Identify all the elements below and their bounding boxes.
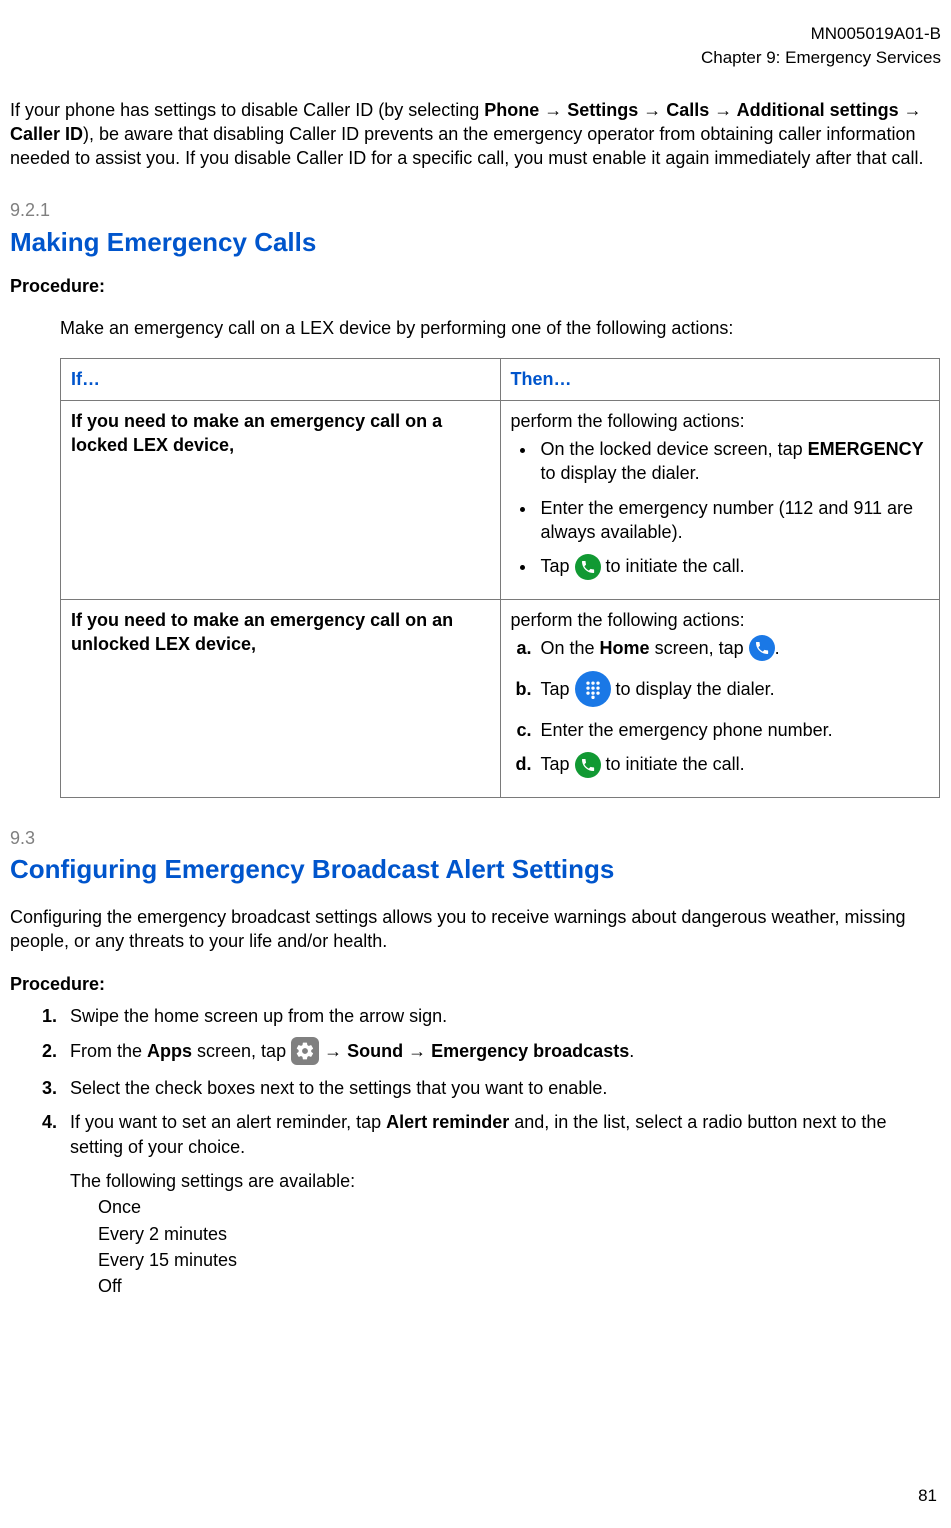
row1-b3-post: to initiate the call.: [606, 556, 745, 576]
row1-bullet3: Tap to initiate the call.: [537, 554, 930, 580]
row2-step-c: Enter the emergency phone number.: [537, 718, 930, 742]
section-title-93: Configuring Emergency Broadcast Alert Se…: [10, 852, 941, 887]
procedure-steps-93: Swipe the home screen up from the arrow …: [40, 1004, 941, 1299]
step-3: Select the check boxes next to the setti…: [62, 1076, 941, 1100]
row2-step-a: On the Home screen, tap .: [537, 636, 930, 662]
dialpad-icon: [575, 671, 611, 707]
page-header: MN005019A01-B Chapter 9: Emergency Servi…: [10, 10, 941, 70]
s2-post: .: [629, 1041, 634, 1061]
option-off: Off: [98, 1274, 941, 1298]
row1-b3-pre: Tap: [541, 556, 575, 576]
row2-then: perform the following actions: On the Ho…: [500, 599, 940, 797]
chapter-label: Chapter 9: Emergency Services: [10, 46, 941, 70]
s2-bold1: Apps: [147, 1041, 192, 1061]
table-header-if: If…: [61, 359, 501, 400]
procedure-label-921: Procedure:: [10, 274, 941, 298]
step-4: If you want to set an alert reminder, ta…: [62, 1110, 941, 1298]
s2-mid: screen, tap: [192, 1041, 291, 1061]
section-number-93: 9.3: [10, 826, 941, 850]
intro-pre: If your phone has settings to disable Ca…: [10, 100, 484, 120]
intro-post: ), be aware that disabling Caller ID pre…: [10, 124, 923, 168]
row2-a-pre: On the: [541, 638, 600, 658]
table-row: If you need to make an emergency call on…: [61, 599, 940, 797]
row2-d-pre: Tap: [541, 754, 575, 774]
row2-then-intro: perform the following actions:: [511, 608, 930, 632]
procedure-intro-921: Make an emergency call on a LEX device b…: [60, 316, 941, 340]
row2-a-post: .: [775, 638, 780, 658]
s4-pre: If you want to set an alert reminder, ta…: [70, 1112, 386, 1132]
row2-a-bold: Home: [600, 638, 650, 658]
row1-if: If you need to make an emergency call on…: [61, 400, 501, 599]
row1-b1-post: to display the dialer.: [541, 463, 700, 483]
section-93-intro: Configuring the emergency broadcast sett…: [10, 905, 941, 954]
s2-bold2: Sound: [347, 1041, 403, 1061]
option-every-2: Every 2 minutes: [98, 1222, 941, 1246]
phone-call-icon: [575, 752, 601, 778]
step-1: Swipe the home screen up from the arrow …: [62, 1004, 941, 1028]
doc-id: MN005019A01-B: [10, 22, 941, 46]
step-2: From the Apps screen, tap → Sound → Emer…: [62, 1038, 941, 1066]
table-header-then: Then…: [500, 359, 940, 400]
table-row: If you need to make an emergency call on…: [61, 400, 940, 599]
s4-bold: Alert reminder: [386, 1112, 509, 1132]
row1-then-intro: perform the following actions:: [511, 409, 930, 433]
s2-bold3: Emergency broadcasts: [431, 1041, 629, 1061]
phone-app-icon: [749, 635, 775, 661]
row2-step-d: Tap to initiate the call.: [537, 752, 930, 778]
section-title-921: Making Emergency Calls: [10, 225, 941, 260]
row1-bullet2: Enter the emergency number (112 and 911 …: [537, 496, 930, 545]
row1-b1-pre: On the locked device screen, tap: [541, 439, 808, 459]
s2-arrow2: →: [403, 1041, 431, 1061]
row2-b-pre: Tap: [541, 679, 575, 699]
row2-d-post: to initiate the call.: [606, 754, 745, 774]
row1-then: perform the following actions: On the lo…: [500, 400, 940, 599]
if-then-table: If… Then… If you need to make an emergen…: [60, 358, 940, 797]
row1-b1-bold: EMERGENCY: [808, 439, 924, 459]
row2-if: If you need to make an emergency call on…: [61, 599, 501, 797]
option-once: Once: [98, 1195, 941, 1219]
row1-bullet1: On the locked device screen, tap EMERGEN…: [537, 437, 930, 486]
page-number: 81: [918, 1485, 937, 1508]
row2-a-mid: screen, tap: [650, 638, 749, 658]
procedure-label-93: Procedure:: [10, 972, 941, 996]
row2-step-b: Tap to display the dialer.: [537, 672, 930, 708]
intro-paragraph: If your phone has settings to disable Ca…: [10, 98, 941, 171]
option-every-15: Every 15 minutes: [98, 1248, 941, 1272]
section-number-921: 9.2.1: [10, 198, 941, 222]
s4-note: The following settings are available:: [70, 1169, 941, 1193]
settings-gear-icon: [291, 1037, 319, 1065]
phone-call-icon: [575, 554, 601, 580]
s2-pre: From the: [70, 1041, 147, 1061]
s2-arrow: →: [319, 1041, 347, 1061]
row2-b-post: to display the dialer.: [616, 679, 775, 699]
